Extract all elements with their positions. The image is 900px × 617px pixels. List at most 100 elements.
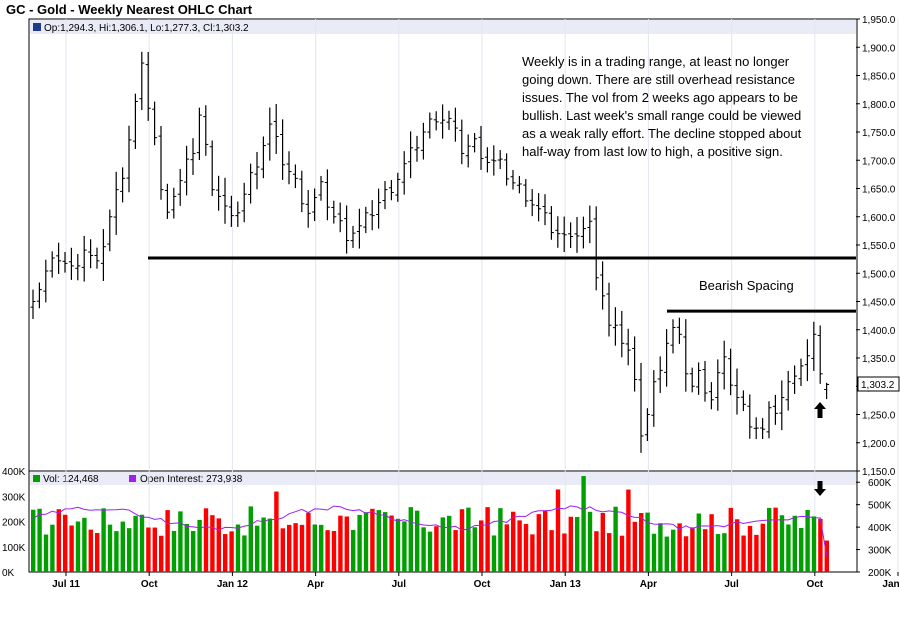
ohlc-bar xyxy=(817,325,823,384)
ohlc-bar xyxy=(216,175,222,211)
volume-legend-swatch xyxy=(33,475,40,482)
volume-bar xyxy=(152,527,157,572)
commentary-line-4: bullish. Last week's small range could b… xyxy=(522,108,801,123)
ohlc-bar xyxy=(708,382,714,410)
volume-bar xyxy=(376,510,381,572)
volume-bar xyxy=(357,514,362,572)
ohlc-bar xyxy=(574,216,580,253)
ohlc-bar xyxy=(81,235,87,282)
ohlc-bar xyxy=(696,362,702,395)
ohlc-bar xyxy=(344,205,350,254)
volume-bar xyxy=(786,524,791,572)
ohlc-bar xyxy=(152,101,158,146)
volume-bar xyxy=(50,524,55,572)
ohlc-bar xyxy=(126,125,132,193)
x-axis-label: Apr xyxy=(307,579,324,590)
volume-bar xyxy=(287,524,292,572)
ohlc-bar xyxy=(36,282,42,309)
ohlc-bar xyxy=(504,153,510,186)
ohlc-bar xyxy=(600,261,606,310)
volume-bar xyxy=(43,534,49,572)
volume-bar xyxy=(575,517,580,572)
up-arrow-icon xyxy=(814,402,826,418)
volume-axis-label: 200K xyxy=(2,518,26,529)
volume-bar xyxy=(523,523,529,572)
grid-layer xyxy=(30,19,899,572)
volume-bar xyxy=(491,535,497,572)
volume-bar xyxy=(306,512,311,572)
ohlc-bar xyxy=(612,307,618,346)
open-interest-line xyxy=(32,505,828,556)
volume-bar xyxy=(427,531,433,572)
commentary-line-2: going down. There are still overhead res… xyxy=(522,72,795,87)
volume-bar xyxy=(779,515,785,572)
ohlc-bar xyxy=(587,205,593,244)
x-axis-label: Jan 13 xyxy=(550,579,582,590)
volume-bar xyxy=(805,509,810,572)
volume-bar xyxy=(415,510,420,572)
volume-bar xyxy=(517,520,522,572)
ohlc-bar xyxy=(536,193,542,222)
ohlc-bar xyxy=(254,151,260,190)
volume-bars xyxy=(31,476,829,572)
volume-bar xyxy=(671,529,676,572)
volume-bar xyxy=(453,530,458,572)
ohlc-bar xyxy=(312,188,318,222)
volume-bar xyxy=(434,526,439,572)
volume-bar xyxy=(555,489,561,572)
volume-bar xyxy=(741,535,746,572)
ohlc-bar xyxy=(523,179,529,207)
ohlc-bar xyxy=(388,179,394,201)
price-axis-label: 1,400.0 xyxy=(862,326,896,337)
volume-bar xyxy=(223,534,228,572)
ohlc-bar xyxy=(62,252,68,273)
volume-bar xyxy=(824,540,829,572)
volume-bar xyxy=(658,523,663,572)
volume-bar xyxy=(197,519,202,572)
volume-bar xyxy=(581,476,586,572)
volume-bar xyxy=(799,527,804,572)
volume-bar xyxy=(139,514,145,572)
ohlc-bar xyxy=(369,200,375,231)
price-legend: Op:1,294.3, Hi:1,306.1, Lo:1,277.3, Cl:1… xyxy=(44,23,249,34)
down-arrow-icon xyxy=(814,481,826,496)
ohlc-bar xyxy=(446,110,452,130)
ohlc-bar xyxy=(331,200,337,224)
price-axis-label: 1,650.0 xyxy=(862,185,896,196)
ohlc-bar xyxy=(376,188,382,229)
volume-bar xyxy=(594,531,599,572)
ohlc-bar xyxy=(459,119,465,165)
price-axis-label: 1,850.0 xyxy=(862,72,896,83)
ohlc-bar xyxy=(43,259,49,303)
ohlc-bar xyxy=(529,189,535,217)
ohlc-bar xyxy=(337,202,343,233)
ohlc-bar xyxy=(203,105,209,156)
ohlc-bar xyxy=(75,253,81,281)
x-axis-label: Jan 12 xyxy=(217,579,249,590)
volume-bar xyxy=(229,531,234,572)
ohlc-bar xyxy=(88,239,94,269)
price-axis-label: 1,250.0 xyxy=(862,411,896,422)
ohlc-bar xyxy=(273,104,279,154)
ohlc-bar xyxy=(382,181,388,210)
oi-axis-label: 200K xyxy=(868,568,892,579)
ohlc-bar xyxy=(753,417,759,440)
bearish-spacing-label: Bearish Spacing xyxy=(699,278,794,293)
price-axis-label: 1,750.0 xyxy=(862,128,896,139)
volume-bar xyxy=(312,524,317,572)
ohlc-bar xyxy=(427,112,433,139)
volume-bar xyxy=(299,524,305,572)
volume-axis-label: 300K xyxy=(2,492,26,503)
ohlc-bar xyxy=(164,183,170,219)
ohlc-bar xyxy=(401,151,407,195)
price-axis-label: 1,800.0 xyxy=(862,100,896,111)
volume-bar xyxy=(562,533,567,572)
volume-bar xyxy=(722,533,727,572)
ohlc-bar xyxy=(318,175,324,201)
volume-bar xyxy=(216,518,221,572)
price-axis-label: 1,200.0 xyxy=(862,439,896,450)
volume-bar xyxy=(466,507,471,572)
volume-bar xyxy=(363,512,369,572)
volume-bar xyxy=(421,527,426,572)
ohlc-bar xyxy=(113,171,119,235)
